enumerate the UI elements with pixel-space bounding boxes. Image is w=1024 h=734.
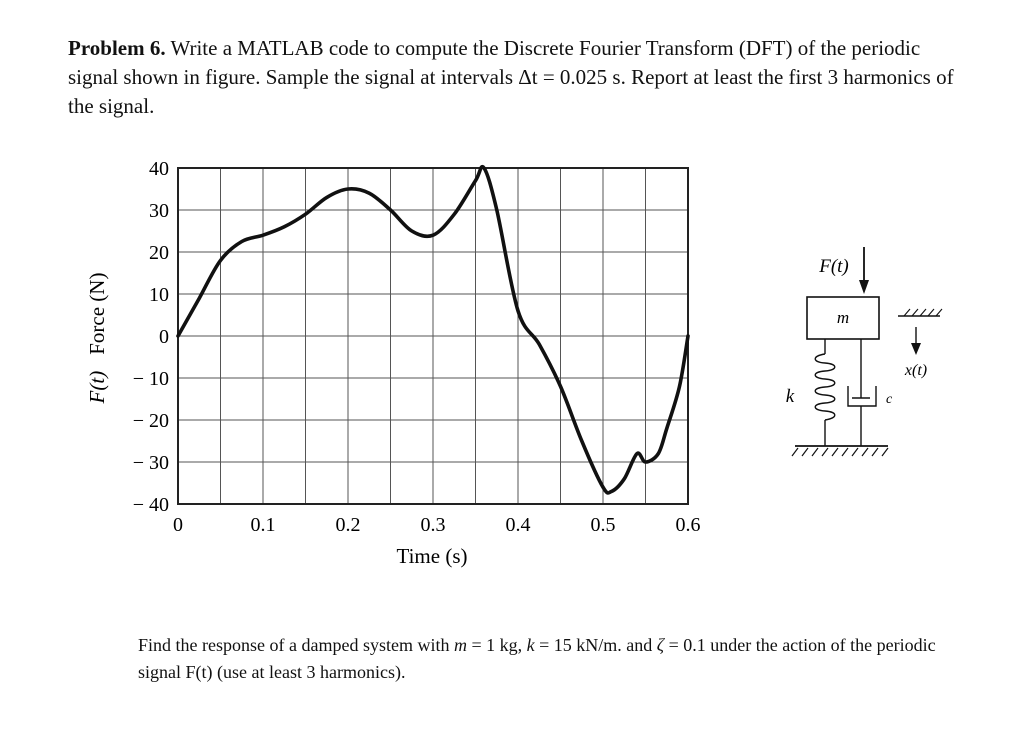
x-tick-label: 0.3 xyxy=(421,514,446,536)
y-tick-label: 0 xyxy=(159,326,169,348)
y-tick-label: 20 xyxy=(149,242,169,264)
force-label: F(t) xyxy=(818,256,849,277)
question-post: (use at least 3 harmonics). xyxy=(212,662,406,682)
damper xyxy=(847,339,877,446)
value-k: = 15 kN/m. and xyxy=(534,635,657,655)
y-tick-label: 10 xyxy=(149,284,169,306)
ground xyxy=(791,445,889,457)
force-time-chart: 0 0.1 0.2 0.3 0.4 0.5 0.6 40 30 20 10 0 − 10 − 20 − 30… xyxy=(85,158,701,568)
value-zeta: = 0.1 under the action of the periodic s… xyxy=(138,635,936,682)
y-tick-label: − 20 xyxy=(133,410,169,432)
x-tick-label: 0 xyxy=(173,514,183,536)
x-tick-label: 0.5 xyxy=(591,514,616,536)
x-tick-label: 0.6 xyxy=(676,514,701,536)
symbol-m: m xyxy=(453,635,467,655)
problem-statement: Problem 6. Write a MATLAB code to comput… xyxy=(68,34,968,121)
x-tick-label: 0.1 xyxy=(251,514,276,536)
force-arrow xyxy=(859,247,869,294)
question-text: Find the response of a damped system wit… xyxy=(138,632,978,686)
damper-label: c xyxy=(886,392,893,407)
y-tick-label: − 40 xyxy=(133,494,169,516)
problem-text: Write a MATLAB code to compute the Discr… xyxy=(68,36,954,118)
force-curve xyxy=(176,165,690,495)
spring xyxy=(814,339,836,446)
y-axis-title: Force (N) xyxy=(85,273,109,355)
value-m: = 1 kg, xyxy=(466,635,527,655)
chart-tick-labels: 0 0.1 0.2 0.3 0.4 0.5 0.6 40 30 20 10 0 − 10 − 20 − 30… xyxy=(133,158,701,536)
displacement-reference xyxy=(898,308,943,355)
spring-label: k xyxy=(786,386,795,407)
x-tick-label: 0.4 xyxy=(506,514,531,536)
y-axis-label: F(t) Force (N) xyxy=(85,273,109,405)
mass-label: m xyxy=(837,308,849,327)
x-axis-label: Time (s) xyxy=(397,544,468,568)
mass-block xyxy=(806,296,880,340)
spring-mass-damper-diagram: F(t) m k c x(t) xyxy=(786,247,943,457)
y-tick-label: 40 xyxy=(149,158,169,180)
problem-label: Problem 6. xyxy=(68,36,166,60)
symbol-f: F(t) xyxy=(185,662,213,682)
symbol-k: k xyxy=(526,635,535,655)
y-tick-label: 30 xyxy=(149,200,169,222)
symbol-zeta: ζ xyxy=(656,635,665,655)
question-pre: Find the response of a damped system wit… xyxy=(138,635,454,655)
y-tick-label: − 30 xyxy=(133,452,169,474)
displacement-label: x(t) xyxy=(904,362,927,379)
y-axis-symbol: F(t) xyxy=(85,371,109,405)
svg-text:F(t)Force (N): F(t) Force (N) xyxy=(85,273,109,405)
chart-grid xyxy=(178,168,688,504)
figure: 0 0.1 0.2 0.3 0.4 0.5 0.6 40 30 20 10 0 − 10 − 20 − 30… xyxy=(85,158,943,568)
y-tick-label: − 10 xyxy=(133,368,169,390)
x-tick-label: 0.2 xyxy=(336,514,361,536)
